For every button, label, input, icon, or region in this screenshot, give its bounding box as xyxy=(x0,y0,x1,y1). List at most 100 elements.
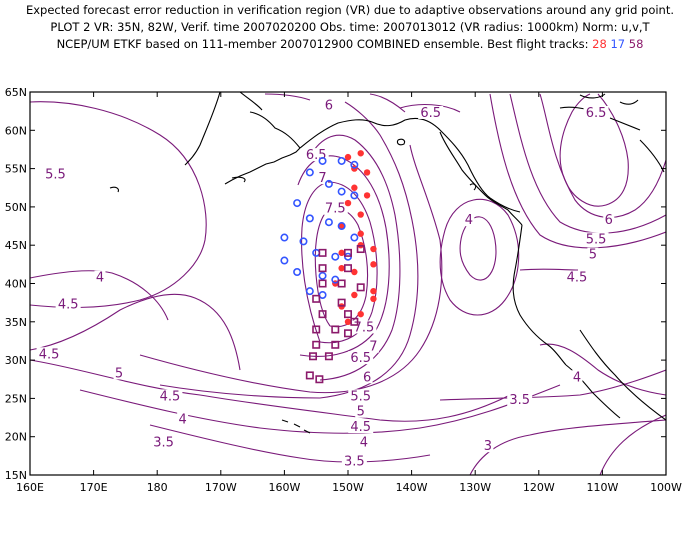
track-c-point xyxy=(343,248,352,257)
contour-6-main xyxy=(307,134,401,381)
contour-label-bg xyxy=(355,404,367,418)
track-a-point xyxy=(357,211,364,218)
lon-tick-label: 150W xyxy=(332,481,364,494)
track-c-point xyxy=(318,264,327,273)
lon-tick-label: 160W xyxy=(268,481,300,494)
track-c-point xyxy=(318,279,327,288)
track-c-point xyxy=(350,317,359,326)
track-a-point xyxy=(344,153,352,161)
alaska-coast xyxy=(239,92,521,213)
contour-6-ne-high xyxy=(539,93,666,218)
track-a-point xyxy=(344,199,352,207)
track-c-point xyxy=(312,294,321,303)
contour-label-bg xyxy=(348,420,374,434)
contour-6.5-ne-high xyxy=(559,93,629,207)
track-c-point xyxy=(318,310,327,319)
title-line-3: NCEP/UM ETKF based on 111-member 2007012… xyxy=(0,36,700,53)
track-c-point xyxy=(356,245,365,254)
track-b-point xyxy=(280,256,289,265)
track-b-point xyxy=(337,187,346,196)
track-c-count: 58 xyxy=(628,37,644,51)
contour-label: 6 xyxy=(325,98,333,113)
contour-label-bg xyxy=(317,171,329,185)
track-b-point xyxy=(350,191,359,200)
track-c-point xyxy=(318,248,327,257)
lon-tick-label: 170E xyxy=(80,481,108,494)
track-a-point xyxy=(357,150,364,157)
aleutian-islands xyxy=(224,147,301,185)
contour-label: 3.5 xyxy=(344,455,365,470)
track-a-point xyxy=(351,184,358,191)
track-a-point xyxy=(370,261,377,268)
contour-6-north xyxy=(264,93,311,101)
track-a-point xyxy=(344,318,352,325)
contour-label-bg xyxy=(587,247,599,261)
lon-tick-label: 170W xyxy=(205,481,237,494)
contour-label-bg xyxy=(55,297,81,311)
lat-tick-label: 15N xyxy=(5,469,27,482)
contour-label-bg xyxy=(603,213,615,227)
contour-label-bg xyxy=(323,98,335,112)
track-b-point xyxy=(305,168,314,177)
track-b-point xyxy=(305,287,314,296)
track-c-point xyxy=(312,325,321,334)
lat-tick-label: 20N xyxy=(5,431,27,444)
lon-tick-label: 130W xyxy=(459,481,491,494)
contour-label: 4.5 xyxy=(567,271,588,286)
track-c-point xyxy=(343,329,352,338)
contour-label-bg xyxy=(367,339,379,353)
lat-tick-label: 45N xyxy=(5,239,27,252)
track-b-point xyxy=(293,268,302,277)
contour-label-bg xyxy=(348,389,374,403)
contour-label: 4.5 xyxy=(39,347,60,362)
contour-label: 7 xyxy=(318,171,326,186)
contour-label: 6.5 xyxy=(586,106,607,121)
track-c-point xyxy=(337,279,346,288)
contour-label: 5.5 xyxy=(45,167,66,182)
kamchatka-coast xyxy=(184,92,221,166)
contour-label: 6 xyxy=(605,213,613,228)
north-islands xyxy=(579,93,639,105)
contour-label: 4.5 xyxy=(350,420,371,435)
lon-tick-label: 140W xyxy=(396,481,428,494)
lat-tick-label: 65N xyxy=(5,86,27,99)
contour-5.5-ne-high xyxy=(509,93,666,234)
contour-label: 5.5 xyxy=(350,389,371,404)
contour-4.5-south xyxy=(30,359,511,422)
contour-label-bg xyxy=(348,351,374,365)
contour-label-bg xyxy=(418,105,444,119)
west-fragment xyxy=(109,176,246,193)
contour-3-south xyxy=(469,419,666,475)
contour-label: 3.5 xyxy=(153,435,174,450)
track-c-point xyxy=(331,340,340,349)
title-line-2: PLOT 2 VR: 35N, 82W, Verif. time 2007020… xyxy=(50,20,650,34)
map-header: Expected forecast error reduction in ver… xyxy=(0,2,700,53)
lon-tick-label: 100W xyxy=(650,481,682,494)
track-b-point xyxy=(318,290,327,299)
hawaii-islands xyxy=(281,419,311,434)
contour-label: 5 xyxy=(357,405,365,420)
contour-3.5-south-west xyxy=(149,424,431,463)
contour-5-ne-high xyxy=(489,93,666,249)
track-b-point xyxy=(299,237,308,246)
contour-label: 5 xyxy=(589,248,597,263)
contour-3.5-south-east xyxy=(439,369,666,401)
track-a-point xyxy=(351,268,358,276)
contour-label: 6.5 xyxy=(420,106,441,121)
lat-tick-label: 50N xyxy=(5,201,27,214)
track-b-point xyxy=(337,156,346,165)
track-b-point xyxy=(331,252,340,261)
track-b-point xyxy=(350,233,359,242)
title-line-1: Expected forecast error reduction in ver… xyxy=(25,3,675,17)
contour-label: 6 xyxy=(363,370,371,385)
mexico-coast xyxy=(579,329,666,421)
contour-label-bg xyxy=(463,213,475,227)
contour-label-bg xyxy=(341,454,367,468)
contour-label-bg xyxy=(564,270,590,284)
contour-label-bg xyxy=(583,232,609,246)
contour-4.5-west xyxy=(30,293,241,371)
contour-label-bg xyxy=(583,105,609,119)
kodiak-island xyxy=(396,138,406,146)
west-us-coast xyxy=(512,224,567,366)
track-a-point xyxy=(363,192,371,199)
